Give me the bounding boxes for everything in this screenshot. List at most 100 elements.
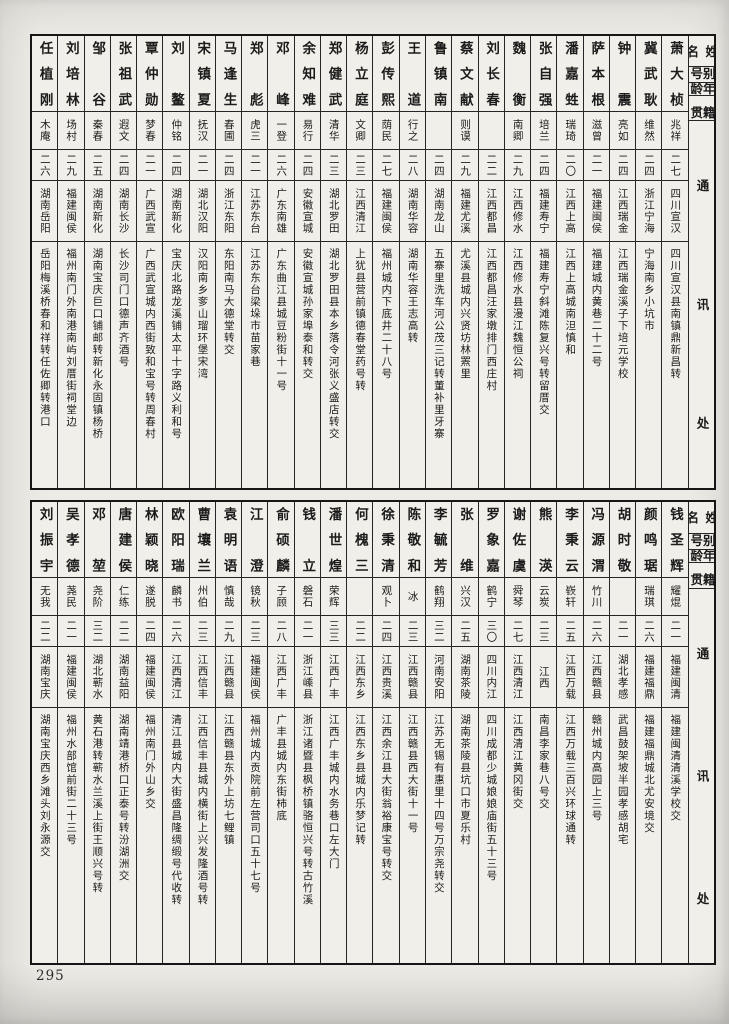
person-name: 何槐三 — [351, 507, 368, 572]
person-alias: 观卜 — [380, 585, 393, 608]
directory-table-bottom: 刘振宇 无我 二二 湖南宝庆 湖南宝庆西乡滩头刘永源交 吴孝德 荛民 二一 福建… — [30, 500, 716, 965]
person-name-cell: 吴孝德 — [58, 502, 84, 578]
person-age: 二三 — [354, 153, 367, 177]
person-address: 福州城内贡院前左营司口五十七号 — [249, 714, 261, 894]
person-origin-cell: 福建闽侯 — [58, 181, 84, 242]
person-name: 张自强 — [535, 41, 552, 106]
person-alias: 兴汉 — [459, 585, 472, 608]
person-age: 二二 — [485, 153, 498, 177]
header-column: 姓名 别号 年龄 籍贯 通讯处 — [687, 502, 714, 963]
person-column: 郑健武 清华 二三 湖北罗田 湖北罗田县本乡落令河张义盛店转交 — [319, 36, 347, 488]
person-alias-cell: 兆祥 — [662, 112, 688, 150]
person-address: 武昌鼓架坡半园孝感胡宅 — [616, 714, 629, 846]
person-age-cell: 二九 — [452, 150, 478, 181]
person-age: 二八 — [406, 153, 419, 177]
person-alias-cell: 遂脱 — [137, 578, 163, 616]
person-alias: 维然 — [642, 119, 655, 142]
person-alias-cell — [478, 112, 504, 150]
person-alias: 则谟 — [459, 119, 472, 142]
person-address: 东阳南马大德堂转交 — [222, 248, 235, 356]
person-origin-cell: 江西修水 — [504, 181, 531, 242]
person-age-cell: 二六 — [32, 150, 58, 181]
person-alias: 行之 — [406, 119, 419, 142]
person-address-cell: 江苏无锡有惠里十四号万宗尧转交 — [426, 708, 451, 963]
person-address: 福州南门外南港南屿刘厝街祠堂边 — [65, 248, 78, 428]
person-origin: 福建闽清 — [669, 654, 682, 700]
person-column: 萧大桢 兆祥 二七 四川宣汉 四川宣汉县南镇鼎新昌转 — [661, 36, 688, 488]
person-alias-cell: 维然 — [636, 112, 662, 150]
person-age: 二五 — [459, 619, 472, 643]
person-address-cell: 福建寿宁斜滩陈复兴号转留厝交 — [531, 242, 556, 488]
person-column: 潘世煌 荣辉 三三 江西广丰 江西广丰城内水务巷口左大门 — [319, 502, 347, 963]
person-origin: 江西东乡 — [354, 654, 367, 700]
person-origin: 福建寿宁 — [537, 188, 550, 234]
person-age-cell: 二七 — [662, 150, 688, 181]
person-age: 二一 — [616, 619, 629, 643]
person-address: 福建福鼎城北尤安境交 — [642, 714, 655, 834]
header-name-cell: 姓名 — [688, 502, 714, 534]
person-column: 潘嘉甡 瑞琦 二〇 江西上高 江西上高城南泹慎和 — [556, 36, 583, 488]
person-age: 二六 — [38, 153, 51, 177]
person-name-cell: 冀武耿 — [636, 36, 662, 112]
person-alias: 清华 — [327, 119, 340, 142]
person-age: 二三 — [249, 619, 261, 643]
person-origin: 四川内江 — [485, 654, 498, 700]
person-origin: 福建闽侯 — [249, 654, 261, 700]
person-address: 江西修水县漫江魏恒公祠 — [511, 248, 524, 380]
person-column: 郑彪 虎三 二一 江苏东台 江苏东台梁垛市苗家巷 — [241, 36, 268, 488]
header-age-cell: 年龄 — [688, 83, 714, 97]
person-origin-cell: 江西赣县 — [215, 647, 242, 708]
person-name: 罗象嘉 — [483, 507, 500, 572]
person-name-cell: 魏衡 — [504, 36, 531, 112]
person-address: 江西瑞金溪子下培元学校 — [616, 248, 629, 380]
person-name: 李秉云 — [561, 507, 578, 572]
person-name-cell: 郑彪 — [242, 36, 268, 112]
person-name-cell: 刘振宇 — [32, 502, 58, 578]
person-age: 二二 — [354, 619, 367, 643]
person-alias: 荫民 — [380, 119, 393, 142]
person-address: 四川成都少城娘娘庙街五十三号 — [485, 714, 498, 882]
person-alias-cell: 舜琴 — [504, 578, 531, 616]
person-address-cell: 福州南门外山乡交 — [137, 708, 162, 963]
person-age-cell: 二七 — [373, 150, 399, 181]
person-origin-cell: 湖北孝感 — [609, 647, 636, 708]
person-age: 二九 — [511, 153, 524, 177]
person-origin-cell: 江西广丰 — [320, 647, 347, 708]
person-alias-cell: 秦春 — [84, 112, 110, 150]
person-age-cell: 二〇 — [557, 150, 583, 181]
person-age: 二四 — [537, 153, 550, 177]
person-column: 冯源渭 竹川 二六 江西赣县 赣州城内高园上三号 — [582, 502, 609, 963]
person-age: 二二 — [38, 619, 51, 643]
person-alias-cell: 瑞琪 — [636, 578, 662, 616]
person-alias: 亮如 — [616, 119, 629, 142]
person-column: 魏衡 南卿 二九 江西修水 江西修水县漫江魏恒公祠 — [503, 36, 531, 488]
person-age-cell: 三二 — [84, 616, 110, 647]
person-age-cell: 二四 — [110, 150, 137, 181]
person-age: 二九 — [65, 153, 78, 177]
person-name-cell: 颜鸣琚 — [636, 502, 662, 578]
person-address-cell: 尤溪县城内兴贤坊林罴里 — [452, 242, 477, 488]
person-column: 杨立庭 文卿 二三 江西清江 上犹县营前镇德春堂药号转 — [346, 36, 373, 488]
person-address: 长沙司门口德声齐酒号 — [117, 248, 130, 368]
person-origin-cell: 江西广丰 — [268, 647, 294, 708]
person-name-cell: 邹谷 — [84, 36, 110, 112]
person-name: 任植刚 — [36, 41, 53, 106]
person-name: 冯源渭 — [588, 507, 605, 572]
person-age-cell: 二五 — [84, 150, 110, 181]
person-alias: 抚汉 — [196, 119, 209, 142]
person-origin-cell: 江西赣县 — [399, 647, 425, 708]
person-address-cell: 江西赣县东外上坊七鲤镇 — [216, 708, 241, 963]
person-column: 徐秉清 观卜 二四 江西贵溪 江西余江县大街翁裕康宝号转交 — [372, 502, 399, 963]
person-address-cell: 宝庆北路龙溪铺太平十字路义利和号 — [163, 242, 188, 488]
person-name: 胡时敬 — [614, 507, 631, 572]
person-column: 张自强 培兰 二四 福建寿宁 福建寿宁斜滩陈复兴号转留厝交 — [530, 36, 557, 488]
person-column: 张维 兴汉 二五 湖南茶陵 湖南茶陵县坑口市夏乐村 — [451, 502, 478, 963]
person-origin-cell: 江西上高 — [557, 181, 583, 242]
person-alias: 南卿 — [511, 119, 524, 142]
person-age: 二一 — [669, 619, 682, 643]
person-name-cell: 杨立庭 — [347, 36, 373, 112]
person-origin: 浙江宁海 — [642, 188, 655, 234]
person-name-cell: 欧阳瑞 — [163, 502, 189, 578]
person-origin-cell: 河南安阳 — [425, 647, 452, 708]
person-column: 江澄 镜秋 二三 福建闽侯 福州城内贡院前左营司口五十七号 — [241, 502, 268, 963]
